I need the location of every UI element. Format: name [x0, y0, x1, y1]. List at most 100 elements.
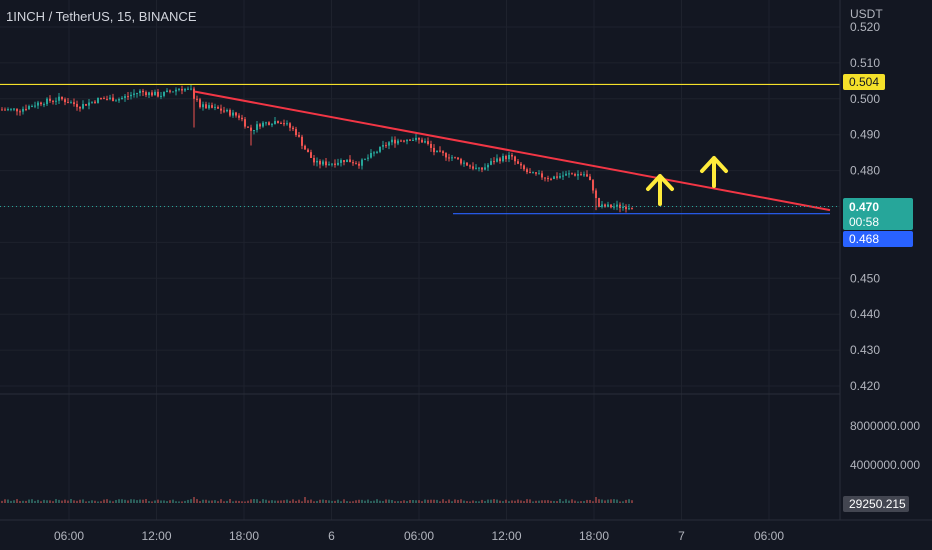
volume-bar [316, 500, 318, 503]
candle-body [172, 91, 174, 93]
chart-title[interactable]: 1INCH / TetherUS, 15, BINANCE [6, 9, 197, 24]
price-tick-label: 0.430 [850, 343, 880, 357]
price-tick-label: 0.490 [850, 128, 880, 142]
volume-bar [382, 500, 384, 503]
candle-body [46, 98, 48, 105]
volume-bar [490, 499, 492, 503]
volume-bar [361, 499, 363, 503]
volume-bar [112, 501, 114, 503]
volume-bar [346, 501, 348, 503]
candle-body [505, 155, 507, 160]
candle-body [34, 105, 36, 107]
volume-bar [277, 500, 279, 503]
volume-tick-label: 4000000.000 [850, 458, 920, 472]
volume-bar [136, 500, 138, 503]
candle-body [430, 143, 432, 148]
candle-body [118, 99, 120, 101]
volume-bar [562, 501, 564, 503]
volume-bar [508, 501, 510, 503]
price-axis[interactable]: 0.520 0.510 0.500 0.490 0.480 0.450 0.440 0.430… [850, 20, 880, 393]
candle-body [502, 155, 504, 162]
candle-body [61, 96, 63, 100]
volume-bar [436, 499, 438, 503]
candle-body [487, 164, 489, 168]
volume-bar [367, 499, 369, 503]
volume-bar [499, 500, 501, 503]
candle-body [490, 161, 492, 165]
volume-bar [100, 501, 102, 503]
candle-body [109, 97, 111, 100]
volume-bar [175, 501, 177, 503]
volume-bar [427, 499, 429, 503]
candle-body [157, 91, 159, 97]
up-arrow-icon[interactable] [646, 174, 674, 206]
volume-bar [106, 499, 108, 503]
volume-bar [391, 500, 393, 503]
candle-body [454, 157, 456, 159]
volume-bar [493, 499, 495, 503]
volume-bar [598, 499, 600, 503]
candle-body [484, 167, 486, 170]
candle-body [385, 145, 387, 147]
candle-body [379, 146, 381, 152]
volume-bar [220, 499, 222, 503]
volume-bar [328, 500, 330, 503]
volume-bar [553, 500, 555, 503]
volume-bar [400, 501, 402, 503]
candle-body [622, 206, 624, 208]
volume-bar [610, 499, 612, 503]
volume-bar [301, 501, 303, 503]
candle-body [427, 141, 429, 144]
candle-body [547, 178, 549, 180]
candle-body [175, 89, 177, 92]
candle-body [208, 105, 210, 109]
up-arrow-icon[interactable] [700, 156, 728, 188]
candle-body [412, 139, 414, 141]
candle-body [241, 117, 243, 120]
volume-bar [466, 501, 468, 503]
candle-body [238, 115, 240, 118]
candle-body [433, 147, 435, 153]
candle-body [244, 119, 246, 127]
candle-body [229, 109, 231, 116]
volume-bar [577, 501, 579, 503]
volume-bar [148, 501, 150, 503]
volume-bar [451, 501, 453, 503]
volume-bar [373, 500, 375, 503]
candle-body [214, 106, 216, 108]
candle-body [16, 108, 18, 112]
candle-body [526, 169, 528, 173]
volume-bar [370, 501, 372, 503]
volume-bar [433, 499, 435, 503]
time-tick-label: 18:00 [579, 529, 609, 543]
time-axis[interactable]: 06:00 12:00 18:00 6 06:00 12:00 18:00 7 06:00 [54, 529, 784, 543]
trendline[interactable] [194, 90, 831, 212]
volume-bar [73, 500, 75, 503]
candle-body [466, 162, 468, 166]
candle-body [10, 108, 12, 110]
candle-body [628, 208, 630, 210]
candle-body [493, 161, 495, 163]
candle-body [556, 176, 558, 178]
candle-body [199, 99, 201, 108]
volume-bar [364, 500, 366, 503]
candle-body [481, 167, 483, 170]
volume-bar [463, 500, 465, 503]
volume-bar [442, 499, 444, 503]
candle-body [325, 161, 327, 166]
volume-bar [520, 500, 522, 503]
volume-bar [244, 501, 246, 503]
volume-bar [43, 499, 45, 503]
volume-bar [25, 500, 27, 503]
volume-bar [40, 501, 42, 503]
candle-body [58, 96, 60, 101]
volume-bar [349, 501, 351, 503]
candle-body [163, 91, 165, 96]
candle-body [382, 145, 384, 147]
candle-body [463, 162, 465, 164]
candle-body [247, 126, 249, 128]
candle-body [148, 92, 150, 96]
volume-bar [193, 497, 195, 503]
volume-bar [94, 500, 96, 503]
